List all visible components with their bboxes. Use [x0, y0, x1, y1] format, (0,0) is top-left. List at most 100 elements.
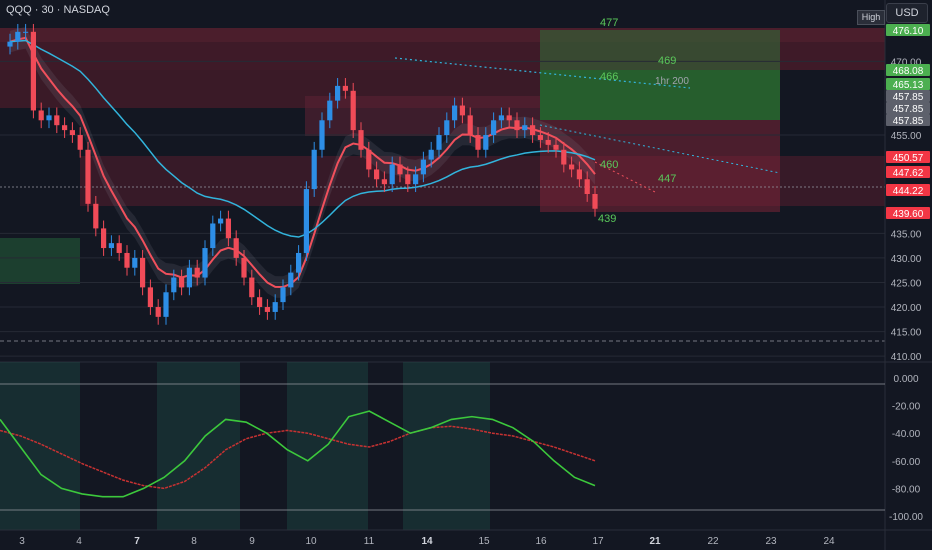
candle-body [381, 179, 387, 185]
candle-body [592, 194, 598, 209]
candle-body [249, 277, 255, 298]
candle-body [272, 302, 278, 312]
candle-body [155, 307, 161, 317]
price-tag-bg [886, 166, 930, 178]
candle-body [296, 252, 302, 273]
candle-body [288, 272, 294, 288]
oscillator-tick-label: 0.000 [893, 374, 918, 385]
candle-body [62, 125, 68, 131]
candle-body [225, 218, 231, 239]
price-tick-label: 455.00 [891, 131, 922, 142]
price-tick-label: 425.00 [891, 278, 922, 289]
moving-average-bands [9, 26, 596, 298]
oscillator-tick-label: -100.00 [889, 512, 923, 523]
candle-body [452, 105, 458, 121]
oscillator-zone [157, 362, 240, 530]
level-label: 477 [600, 17, 618, 29]
symbol-label: QQQ · 30 · NASDAQ [6, 4, 110, 16]
candle-body [358, 130, 364, 150]
price-tick-label: 420.00 [891, 303, 922, 314]
price-tag-label: 447.62 [893, 168, 924, 179]
candle-body [101, 228, 107, 249]
candle-body [350, 90, 356, 131]
oscillator-fast-line [0, 410, 596, 498]
candle-body [475, 135, 481, 150]
price-tag-bg [886, 78, 930, 90]
candle-body [405, 174, 411, 185]
candle-body [218, 218, 224, 224]
candle-body [467, 115, 473, 136]
price-tag-label: 439.60 [893, 209, 924, 220]
candle-body [280, 287, 286, 303]
candle-body [186, 267, 192, 288]
level-label: 469 [658, 55, 676, 67]
price-tag-bg [886, 90, 930, 102]
currency-button[interactable]: USD [886, 3, 928, 23]
level-label: 466 [600, 71, 618, 83]
time-tick-label: 10 [305, 536, 317, 547]
time-tick-label: 14 [421, 536, 433, 547]
time-tick-label: 3 [19, 536, 25, 547]
candle-body [93, 203, 99, 229]
price-tag-label: 468.08 [893, 66, 924, 77]
price-tag-label: 457.85 [893, 92, 924, 103]
candle-body [537, 135, 543, 140]
time-tick-label: 15 [478, 536, 490, 547]
candle-body [553, 144, 559, 150]
candle-body [420, 159, 426, 175]
oscillator-tick-label: -80.00 [892, 484, 921, 495]
candle-body [483, 135, 489, 150]
price-tag-label: 457.85 [893, 104, 924, 115]
candle-body [319, 120, 325, 150]
price-tag-label: 465.13 [893, 80, 924, 91]
time-tick-label: 23 [765, 536, 777, 547]
projected-ema-line [594, 161, 656, 193]
time-tick-label: 21 [649, 536, 661, 547]
candle-body [69, 130, 75, 136]
candle-body [23, 31, 29, 33]
candle-body [584, 179, 590, 194]
price-tag-bg [886, 24, 930, 36]
time-tick-label: 4 [76, 536, 82, 547]
candle-body [124, 252, 130, 268]
oscillator-tick-label: -40.00 [892, 429, 921, 440]
high-tag: High [857, 10, 885, 25]
candle-body [264, 307, 270, 312]
candle-body [444, 120, 450, 136]
oscillator-slow-line [0, 425, 596, 490]
candle-body [491, 120, 497, 136]
candle-body [335, 85, 341, 101]
time-tick-label: 17 [592, 536, 604, 547]
candle-body [327, 100, 333, 121]
candle-body [179, 277, 185, 288]
candle-body [428, 149, 434, 160]
time-tick-label: 8 [191, 536, 197, 547]
candle-body [374, 169, 380, 180]
candle-body [116, 243, 122, 253]
time-tick-label: 11 [364, 536, 375, 547]
slow-moving-average [9, 39, 596, 238]
time-tick-label: 9 [249, 536, 255, 547]
projected-trendline [539, 124, 781, 174]
candle-body [522, 125, 528, 131]
candle-body [108, 243, 114, 249]
candle-body [569, 164, 575, 170]
gridlines [0, 60, 885, 357]
candle-body [46, 115, 52, 121]
candle-body [38, 110, 44, 121]
price-tag-bg [886, 207, 930, 219]
candle-body [194, 267, 200, 278]
price-tag-bg [886, 184, 930, 196]
candle-body [506, 115, 512, 121]
candle-body [233, 238, 239, 258]
price-tag-label: 476.10 [893, 26, 924, 37]
oscillator-zone [287, 362, 368, 530]
candle-body [389, 164, 395, 185]
oscillator-zone [0, 362, 80, 530]
candles [7, 23, 598, 325]
time-tick-label: 22 [707, 536, 719, 547]
fast-moving-average [9, 36, 596, 289]
price-tick-label: 415.00 [891, 328, 922, 339]
price-tag-label: 457.85 [893, 116, 924, 127]
